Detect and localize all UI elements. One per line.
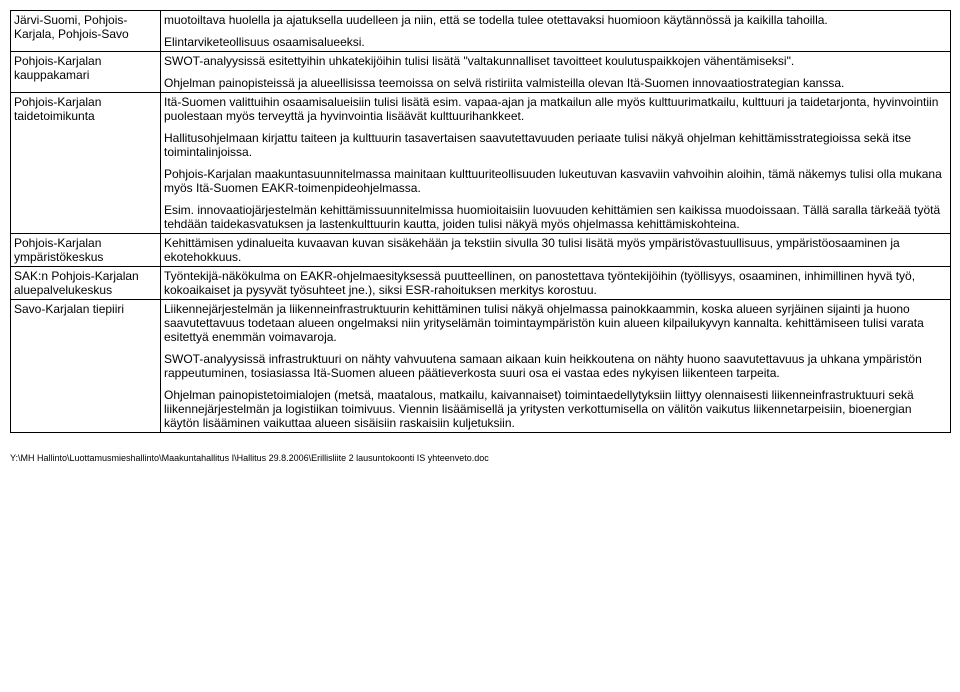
comment-paragraph: Kehittämisen ydinalueita kuvaavan kuvan … bbox=[164, 236, 947, 264]
table-row: Pohjois-Karjalan taidetoimikunta Itä-Suo… bbox=[11, 93, 951, 234]
comment-cell: SWOT-analyysissä esitettyihin uhkatekijö… bbox=[161, 52, 951, 93]
comment-paragraph: Pohjois-Karjalan maakuntasuunnitelmassa … bbox=[164, 167, 947, 195]
footer-path: Y:\MH Hallinto\Luottamusmieshallinto\Maa… bbox=[10, 453, 950, 463]
comment-paragraph: Liikennejärjestelmän ja liikenneinfrastr… bbox=[164, 302, 947, 344]
organization-cell: Pohjois-Karjalan ympäristökeskus bbox=[11, 234, 161, 267]
comment-paragraph: Elintarviketeollisuus osaamisalueeksi. bbox=[164, 35, 947, 49]
comment-cell: Liikennejärjestelmän ja liikenneinfrastr… bbox=[161, 300, 951, 433]
table-row: Savo-Karjalan tiepiiri Liikennejärjestel… bbox=[11, 300, 951, 433]
comment-paragraph: muotoiltava huolella ja ajatuksella uude… bbox=[164, 13, 947, 27]
comment-paragraph: SWOT-analyysissä esitettyihin uhkatekijö… bbox=[164, 54, 947, 68]
comments-table: Järvi-Suomi, Pohjois-Karjala, Pohjois-Sa… bbox=[10, 10, 951, 433]
organization-cell: SAK:n Pohjois-Karjalan aluepalvelukeskus bbox=[11, 267, 161, 300]
comment-cell: Itä-Suomen valittuihin osaamisalueisiin … bbox=[161, 93, 951, 234]
table-row: Pohjois-Karjalan kauppakamari SWOT-analy… bbox=[11, 52, 951, 93]
table-row: SAK:n Pohjois-Karjalan aluepalvelukeskus… bbox=[11, 267, 951, 300]
table-row: Järvi-Suomi, Pohjois-Karjala, Pohjois-Sa… bbox=[11, 11, 951, 52]
organization-cell: Savo-Karjalan tiepiiri bbox=[11, 300, 161, 433]
comment-cell: muotoiltava huolella ja ajatuksella uude… bbox=[161, 11, 951, 52]
table-row: Pohjois-Karjalan ympäristökeskus Kehittä… bbox=[11, 234, 951, 267]
comment-paragraph: Ohjelman painopisteissä ja alueellisissa… bbox=[164, 76, 947, 90]
organization-cell: Pohjois-Karjalan taidetoimikunta bbox=[11, 93, 161, 234]
comment-cell: Työntekijä-näkökulma on EAKR-ohjelmaesit… bbox=[161, 267, 951, 300]
comment-paragraph: Itä-Suomen valittuihin osaamisalueisiin … bbox=[164, 95, 947, 123]
organization-cell: Pohjois-Karjalan kauppakamari bbox=[11, 52, 161, 93]
comment-paragraph: Työntekijä-näkökulma on EAKR-ohjelmaesit… bbox=[164, 269, 947, 297]
comment-paragraph: Hallitusohjelmaan kirjattu taiteen ja ku… bbox=[164, 131, 947, 159]
comment-paragraph: Ohjelman painopistetoimialojen (metsä, m… bbox=[164, 388, 947, 430]
table-body: Järvi-Suomi, Pohjois-Karjala, Pohjois-Sa… bbox=[11, 11, 951, 433]
comment-cell: Kehittämisen ydinalueita kuvaavan kuvan … bbox=[161, 234, 951, 267]
organization-cell: Järvi-Suomi, Pohjois-Karjala, Pohjois-Sa… bbox=[11, 11, 161, 52]
comment-paragraph: SWOT-analyysissä infrastruktuuri on näht… bbox=[164, 352, 947, 380]
comment-paragraph: Esim. innovaatiojärjestelmän kehittämiss… bbox=[164, 203, 947, 231]
